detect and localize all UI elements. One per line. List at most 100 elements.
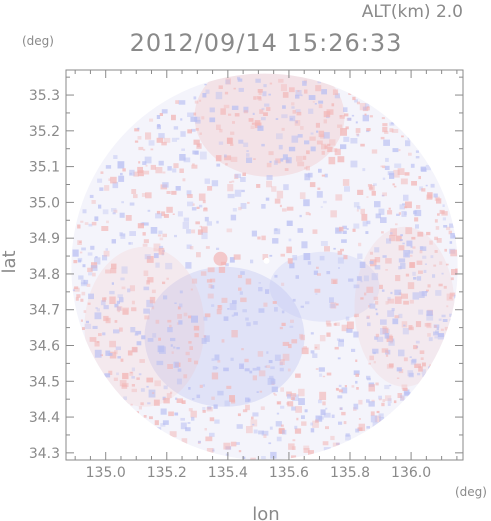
field-cell (199, 204, 203, 208)
field-cell (339, 338, 344, 342)
field-cell (231, 330, 238, 338)
field-cell (246, 157, 253, 163)
field-cell (120, 172, 123, 176)
field-cell (323, 119, 327, 124)
x-axis-ticks: 135.0 135.2 135.4 135.6 135.8 136.0 (74, 70, 458, 481)
field-cell (216, 247, 220, 250)
field-cell (436, 327, 439, 330)
field-cell (221, 339, 225, 343)
field-cell (77, 240, 82, 245)
field-cell (422, 374, 427, 377)
field-cell (411, 358, 417, 363)
field-cell (355, 133, 360, 136)
field-cell (109, 290, 115, 295)
field-cell (238, 87, 244, 92)
field-cell (442, 204, 445, 207)
field-cell (400, 178, 408, 185)
field-cell (291, 406, 296, 411)
field-cell (150, 164, 156, 170)
field-cell (304, 167, 308, 170)
field-cell (268, 151, 274, 156)
field-cell (322, 441, 329, 446)
field-cell (328, 156, 336, 165)
field-cell (172, 213, 175, 215)
field-cell (386, 351, 390, 354)
field-cell (362, 107, 369, 112)
field-cell (122, 372, 129, 380)
field-cell (386, 364, 394, 369)
field-cell (257, 125, 264, 131)
field-cell (384, 384, 390, 390)
field-cell (138, 406, 142, 410)
field-cell (369, 303, 376, 309)
field-cell (435, 330, 439, 334)
field-cell (316, 140, 323, 145)
field-cell (321, 150, 325, 155)
field-cell (233, 312, 238, 316)
field-cell (175, 100, 179, 104)
field-cell (337, 257, 344, 264)
field-cell (353, 403, 359, 410)
field-cell (139, 359, 145, 363)
field-cell (382, 177, 386, 180)
field-cell (123, 234, 126, 237)
field-cell (72, 289, 75, 292)
field-cell (192, 203, 195, 206)
y-tick-label: 34.4 (29, 410, 60, 426)
field-cell (187, 194, 193, 198)
field-cell (204, 207, 208, 210)
field-cell (282, 353, 290, 361)
field-cell (358, 399, 363, 405)
field-cell (427, 284, 431, 288)
field-cell (129, 285, 135, 292)
field-cell (131, 367, 135, 372)
field-cell (256, 391, 259, 393)
field-cell (334, 93, 340, 99)
field-cell (271, 186, 277, 192)
field-cell (209, 432, 215, 437)
field-cell (358, 242, 362, 247)
field-cell (131, 300, 135, 305)
field-cell (279, 204, 282, 208)
field-cell (136, 377, 140, 380)
field-cell (80, 282, 87, 287)
field-cell (272, 301, 277, 304)
field-cell (155, 319, 160, 324)
field-cell (374, 265, 381, 270)
field-cell (434, 236, 438, 241)
field-cell (111, 282, 114, 285)
field-cell (211, 180, 219, 187)
field-cell (291, 102, 295, 106)
field-cell (434, 219, 438, 223)
field-cell (113, 329, 120, 334)
field-cell (397, 168, 405, 175)
field-cell (141, 193, 147, 197)
field-cell (436, 238, 442, 243)
field-cell (409, 262, 415, 268)
field-cell (91, 221, 97, 226)
field-cell (387, 403, 391, 406)
field-cell (385, 269, 388, 271)
field-cell (380, 136, 385, 140)
field-cell (159, 237, 164, 241)
field-cell (144, 315, 150, 320)
field-cell (417, 372, 421, 376)
field-cell (367, 377, 371, 381)
field-cell (331, 414, 335, 418)
field-cell (353, 370, 360, 375)
field-cell (240, 177, 246, 182)
field-cell (231, 399, 236, 404)
field-cell (338, 421, 343, 425)
field-cell (166, 393, 172, 398)
field-cell (155, 213, 162, 219)
field-cell (386, 334, 393, 340)
field-cell (297, 90, 300, 92)
field-cell (292, 439, 296, 442)
field-cell (263, 302, 268, 307)
field-cell (225, 163, 228, 166)
field-cell (245, 278, 252, 285)
field-cell (280, 405, 285, 409)
field-cell (213, 404, 218, 409)
field-cell (410, 163, 415, 168)
field-cell (276, 436, 282, 442)
